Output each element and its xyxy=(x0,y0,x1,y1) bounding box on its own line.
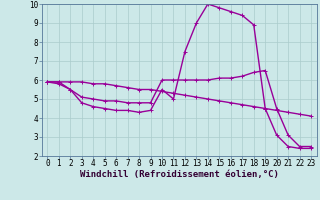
X-axis label: Windchill (Refroidissement éolien,°C): Windchill (Refroidissement éolien,°C) xyxy=(80,170,279,179)
